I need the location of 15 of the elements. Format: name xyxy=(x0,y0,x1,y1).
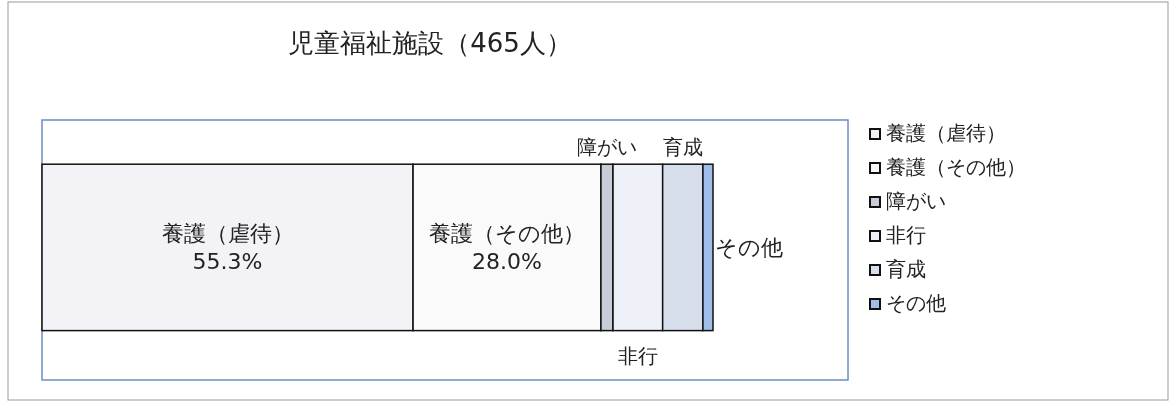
text: その他 xyxy=(714,235,783,261)
legend-label: 育成 xyxy=(886,257,926,281)
text: 養護（その他） xyxy=(429,221,585,247)
data-label: 28.0% xyxy=(472,249,542,275)
data-label: 55.3% xyxy=(192,249,263,275)
text: 非行 xyxy=(617,343,658,368)
legend-label: 養護（虐待） xyxy=(886,121,1006,145)
text: 養護（虐待） xyxy=(161,221,294,247)
legend-label: その他 xyxy=(886,291,946,315)
text: 障がい xyxy=(576,135,637,160)
legend-label: 障がい xyxy=(886,189,946,213)
legend-label: 非行 xyxy=(886,223,926,247)
text: 育成 xyxy=(662,135,703,160)
legend-label: 養護（その他） xyxy=(886,155,1026,179)
chart-title: 児童福祉施設（465人） xyxy=(288,28,572,58)
